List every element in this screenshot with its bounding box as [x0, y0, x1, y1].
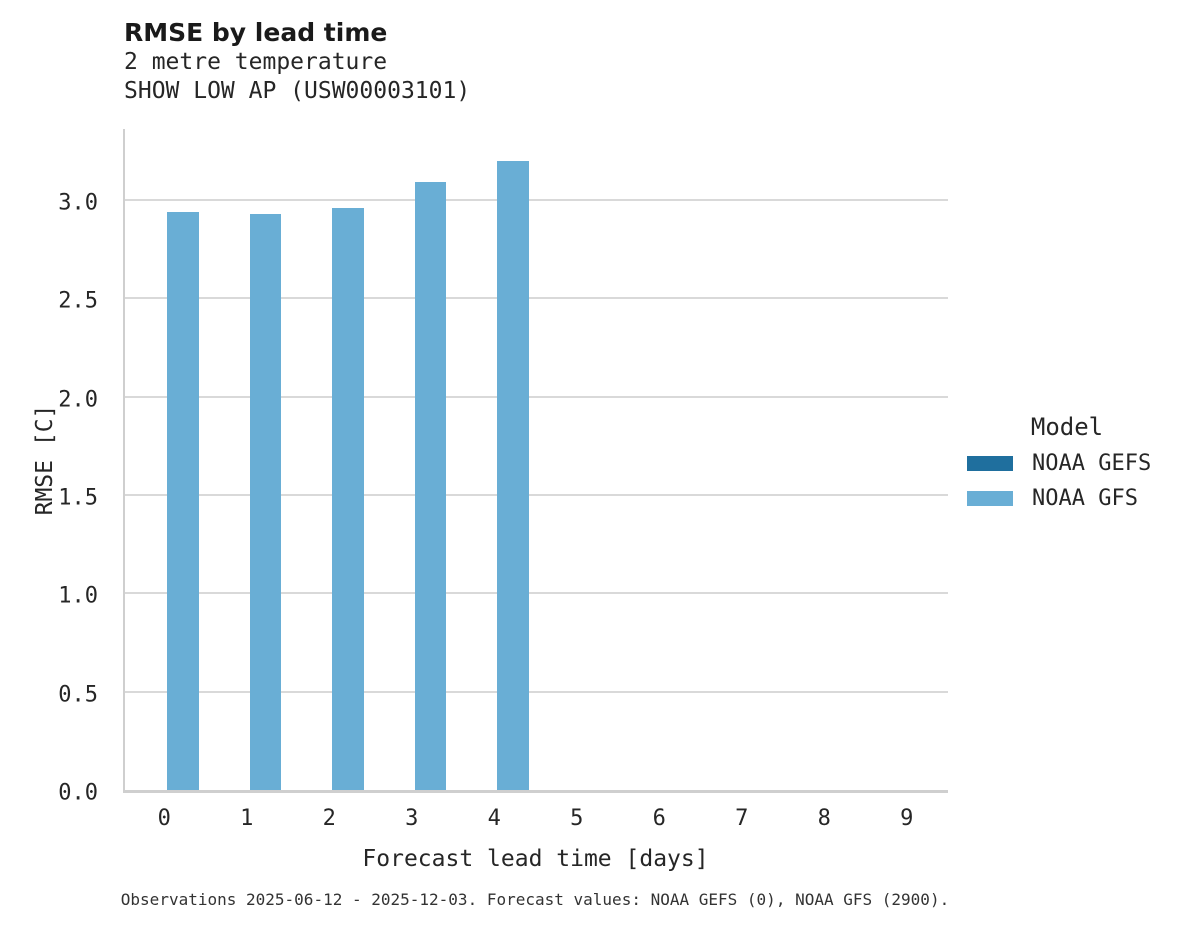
- legend-title: Model: [1030, 413, 1104, 441]
- gridline-y-1.5: [125, 493, 948, 496]
- y-tick-label-2.5: 2.5: [58, 288, 98, 314]
- chart-subtitle-variable: 2 metre temperature: [124, 49, 388, 75]
- gridline-y-3.0: [125, 198, 948, 201]
- y-tick-label-0.5: 0.5: [58, 682, 98, 708]
- chart-subtitle-station: SHOW LOW AP (USW00003101): [124, 78, 471, 104]
- x-tick-label-9: 9: [900, 806, 914, 831]
- x-tick-label-0: 0: [157, 806, 171, 831]
- x-tick-label-3: 3: [405, 806, 419, 831]
- x-tick-label-2: 2: [322, 806, 336, 831]
- legend-swatch-noaa-gfs: [967, 490, 1013, 506]
- bar-noaa-gfs-lead-2: [332, 207, 364, 790]
- x-tick-label-5: 5: [570, 806, 584, 831]
- gridline-y-1.0: [125, 592, 948, 595]
- legend-swatch-noaa-gefs: [967, 455, 1013, 471]
- y-tick-label-1.5: 1.5: [58, 485, 98, 511]
- plot-area: [123, 129, 948, 793]
- bar-noaa-gfs-lead-4: [497, 160, 529, 790]
- legend: Model NOAA GEFS NOAA GFS: [967, 413, 1177, 521]
- chart-title: RMSE by lead time: [124, 18, 388, 47]
- legend-label-noaa-gfs: NOAA GFS: [1032, 485, 1138, 511]
- y-tick-label-1.0: 1.0: [58, 583, 98, 609]
- x-tick-label-1: 1: [240, 806, 254, 831]
- x-tick-label-8: 8: [817, 806, 831, 831]
- x-tick-label-6: 6: [652, 806, 666, 831]
- x-axis-tick-labels: 0 1 2 3 4 5 6 7 8 9: [123, 806, 948, 840]
- legend-item-noaa-gefs: NOAA GEFS: [967, 450, 1177, 476]
- y-axis-tick-labels: 0.0 0.5 1.0 1.5 2.0 2.5 3.0: [0, 129, 110, 805]
- chart-title-block: RMSE by lead time 2 metre temperature SH…: [124, 18, 470, 106]
- legend-item-noaa-gfs: NOAA GFS: [967, 485, 1177, 511]
- x-tick-label-7: 7: [735, 806, 749, 831]
- gridline-y-2.5: [125, 297, 948, 300]
- y-tick-label-2.0: 2.0: [58, 387, 98, 413]
- bar-noaa-gfs-lead-1: [249, 213, 281, 790]
- y-tick-label-0.0: 0.0: [58, 780, 98, 806]
- bar-noaa-gfs-lead-3: [414, 182, 446, 790]
- gridline-y-0.5: [125, 690, 948, 693]
- y-axis-title: RMSE [C]: [32, 404, 58, 516]
- y-tick-label-3.0: 3.0: [58, 190, 98, 216]
- x-tick-label-4: 4: [487, 806, 501, 831]
- footer-caption: Observations 2025-06-12 - 2025-12-03. Fo…: [120, 890, 950, 909]
- gridline-y-2.0: [125, 395, 948, 398]
- bar-noaa-gfs-lead-0: [167, 211, 199, 790]
- x-axis-title: Forecast lead time [days]: [362, 846, 709, 872]
- legend-label-noaa-gefs: NOAA GEFS: [1032, 450, 1152, 476]
